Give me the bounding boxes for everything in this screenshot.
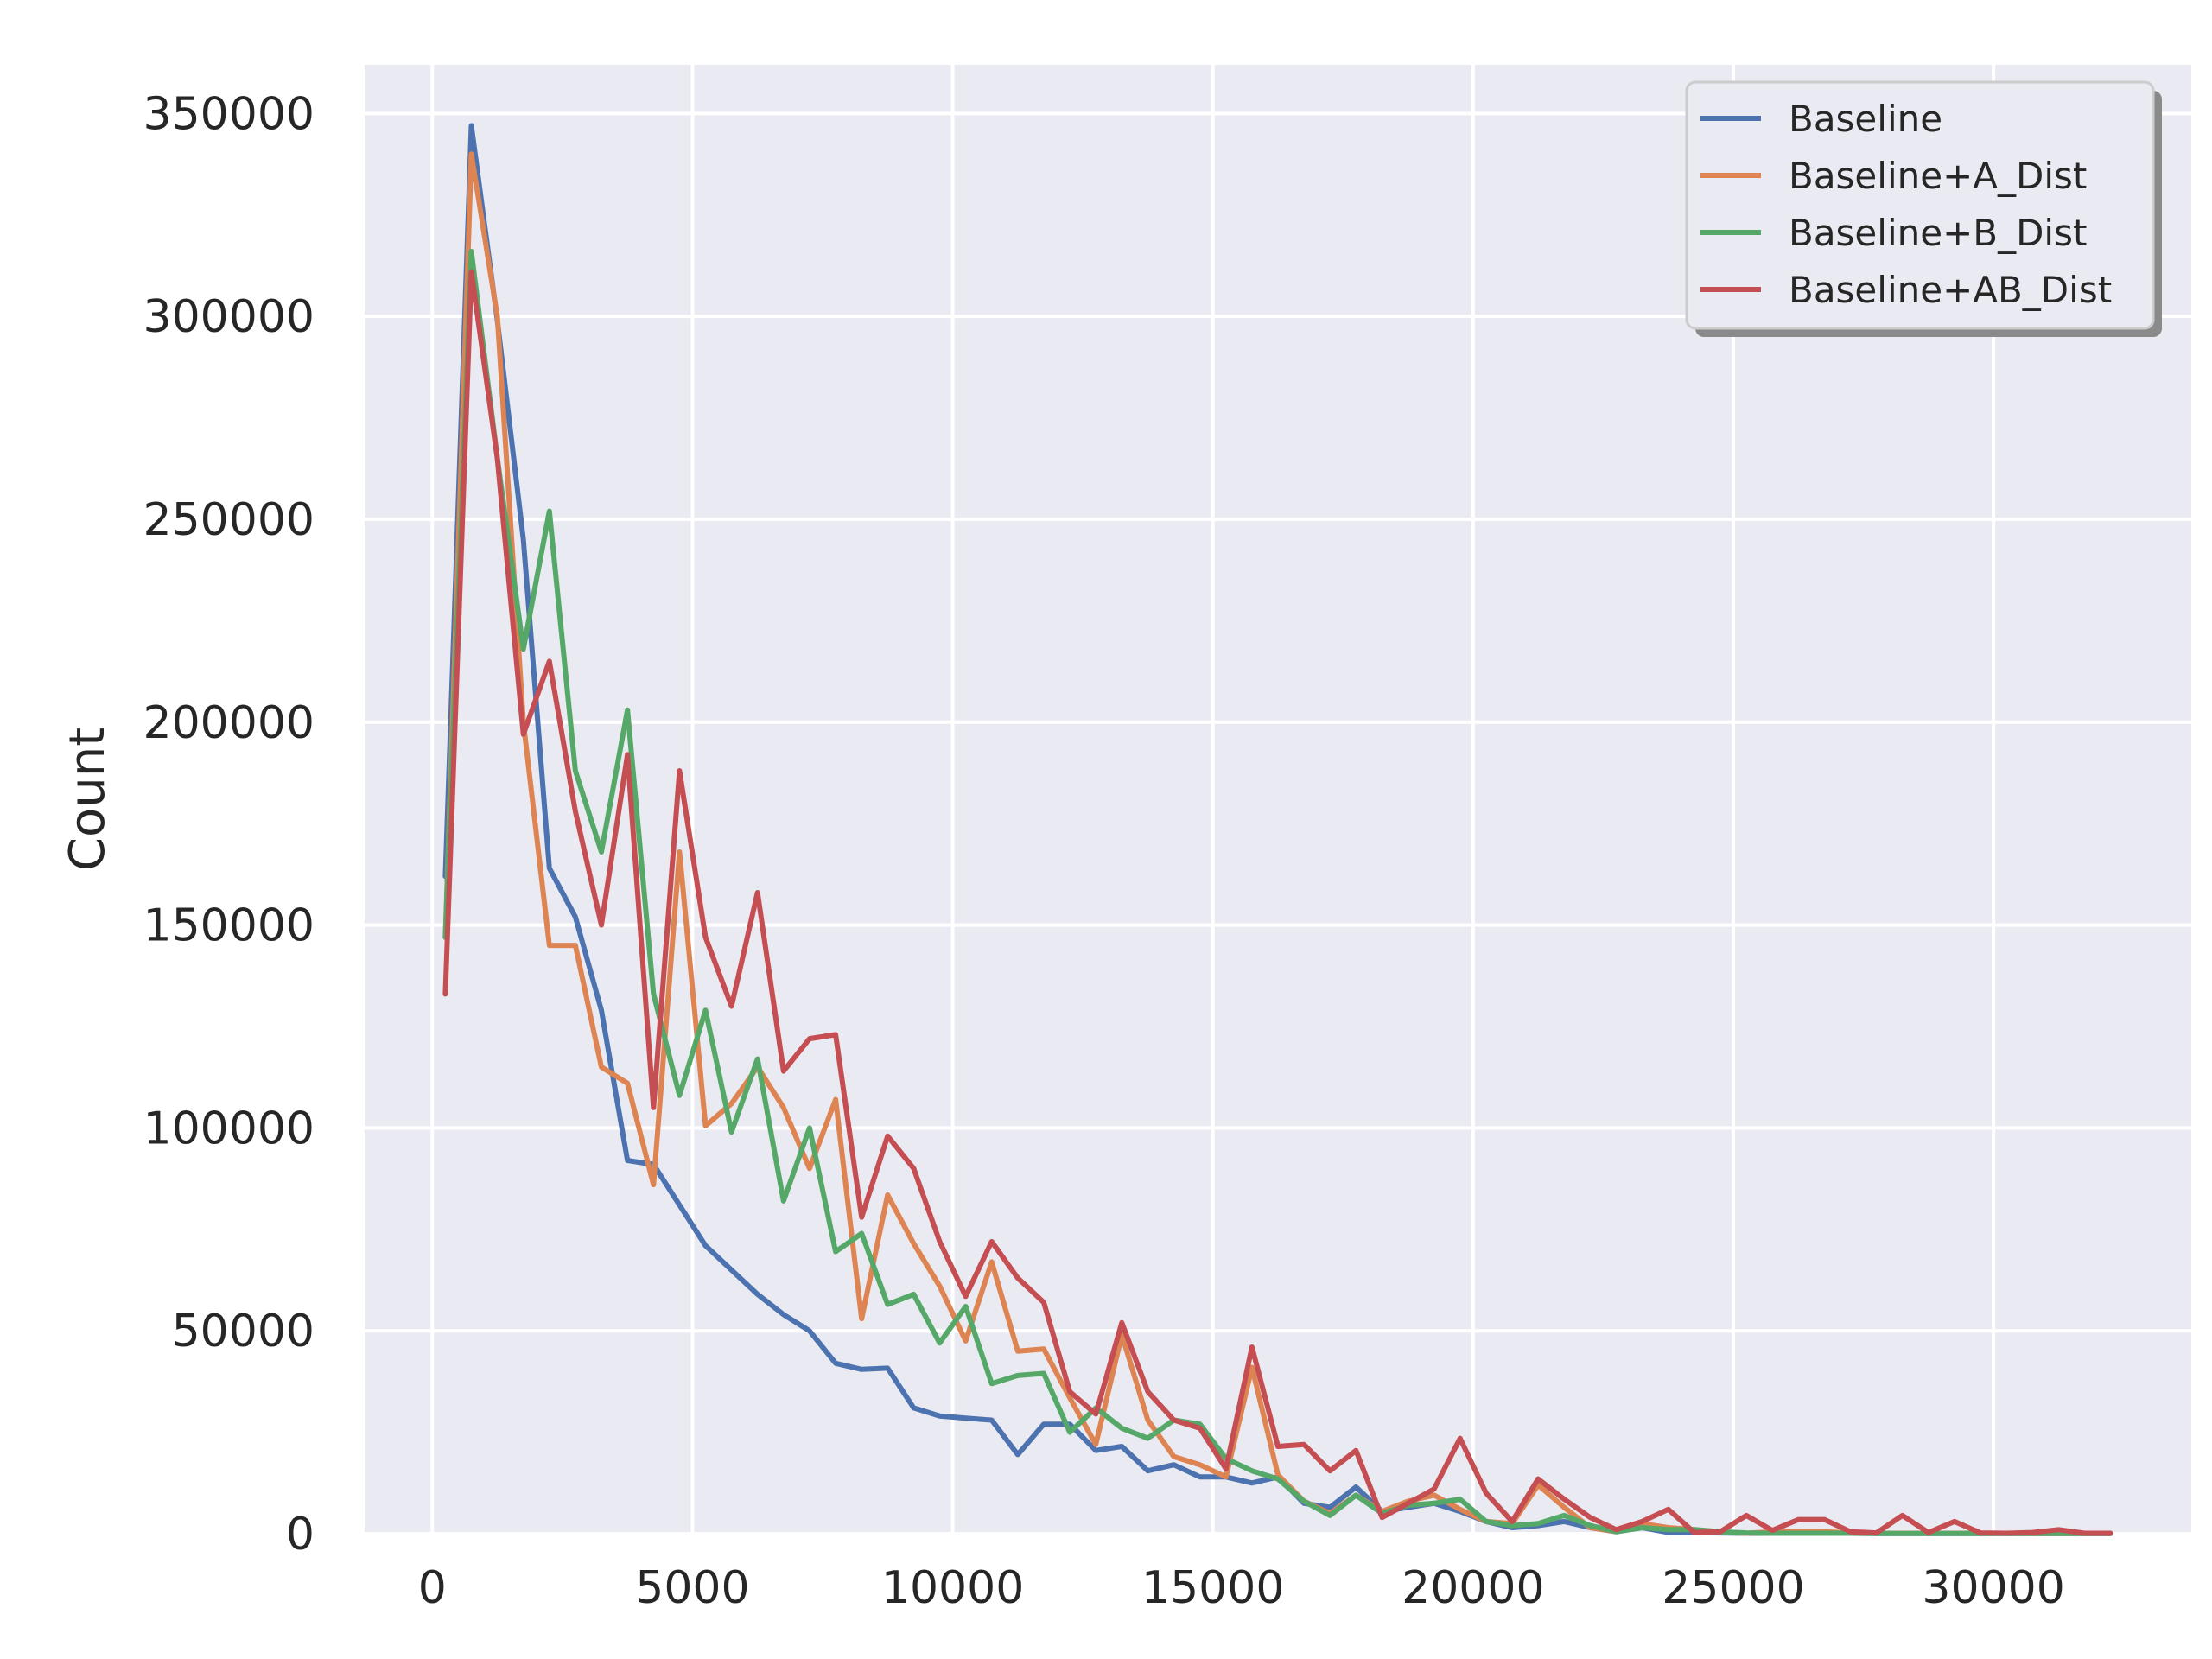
legend: Baseline Baseline+A_Dist Baseline+B_Dist Ba… xyxy=(1685,80,2162,337)
x-tick-label: 5000 xyxy=(635,1562,749,1614)
y-tick-label: 150000 xyxy=(143,900,315,952)
series-line-baseline-b-dist xyxy=(442,249,2113,1536)
y-axis-label: Count xyxy=(60,728,116,871)
series-line-baseline-ab-dist xyxy=(442,269,2113,1536)
x-tick-label: 20000 xyxy=(1402,1562,1544,1614)
y-tick-label: 350000 xyxy=(143,88,315,140)
y-tick-label: 100000 xyxy=(143,1103,315,1154)
series-lines xyxy=(442,123,2113,1536)
x-tick-label: 0 xyxy=(418,1562,447,1614)
legend-box xyxy=(1685,80,2155,330)
x-tick-label: 15000 xyxy=(1141,1562,1284,1614)
legend-label: Baseline+B_Dist xyxy=(1789,212,2087,254)
y-tick-label: 200000 xyxy=(143,697,315,749)
y-tick-label: 0 xyxy=(286,1509,315,1560)
y-tick-label: 50000 xyxy=(172,1306,315,1357)
y-tick-label: 300000 xyxy=(143,291,315,343)
x-tick-label: 30000 xyxy=(1922,1562,2064,1614)
x-tick-label: 25000 xyxy=(1662,1562,1804,1614)
x-tick-labels: 0 5000 10000 15000 20000 25000 30000 xyxy=(418,1562,2065,1614)
x-tick-label: 10000 xyxy=(881,1562,1024,1614)
legend-label: Baseline xyxy=(1789,98,1942,140)
legend-label: Baseline+AB_Dist xyxy=(1789,269,2112,311)
legend-label: Baseline+A_Dist xyxy=(1789,155,2087,197)
y-tick-labels: 0 50000 100000 150000 200000 250000 300000 3500… xyxy=(143,88,315,1560)
y-tick-label: 250000 xyxy=(143,494,315,546)
